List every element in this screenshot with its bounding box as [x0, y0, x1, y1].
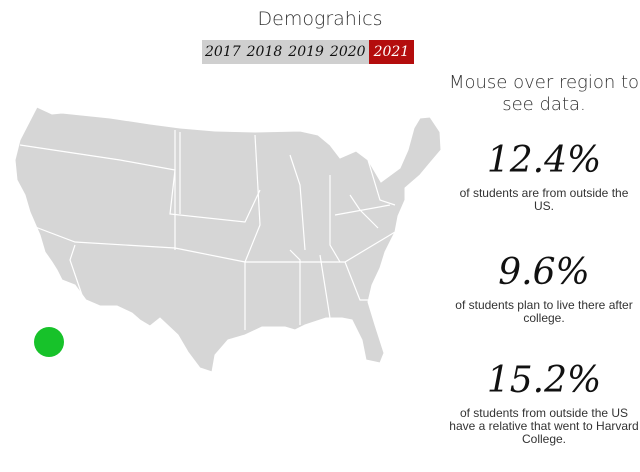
stat-value-1: 12.4% — [486, 140, 602, 181]
year-2018[interactable]: 2018 — [246, 44, 283, 60]
stat-desc-2: of students plan to live there after col… — [455, 298, 633, 325]
stat-desc-3: of students from outside the US have a r… — [449, 406, 639, 446]
info-panel: Mouse over region to see data. — [448, 68, 640, 116]
us-map — [14, 106, 442, 373]
year-selector: 2017 2018 2019 2020 2021 — [202, 40, 415, 64]
stat-value-2: 9.6% — [498, 252, 590, 293]
stat-block-1: 12.4% of students are from outside the U… — [448, 140, 640, 213]
page-title: Demograhics — [257, 8, 383, 30]
year-2021[interactable]: 2021 — [368, 40, 415, 64]
year-2020[interactable]: 2020 — [329, 44, 366, 60]
state-borders — [19, 130, 396, 330]
map-region-us[interactable] — [14, 106, 442, 373]
stat-block-2: 9.6% of students plan to live there afte… — [448, 252, 640, 325]
stat-value-3: 15.2% — [486, 360, 602, 401]
year-2017[interactable]: 2017 — [205, 44, 241, 60]
year-2019[interactable]: 2019 — [288, 44, 324, 60]
hover-hint: Mouse over region to see data. — [448, 72, 640, 115]
stat-desc-1: of students are from outside the US. — [459, 186, 629, 213]
stat-block-3: 15.2% of students from outside the US ha… — [448, 360, 640, 446]
green-dot-marker[interactable] — [34, 327, 64, 357]
